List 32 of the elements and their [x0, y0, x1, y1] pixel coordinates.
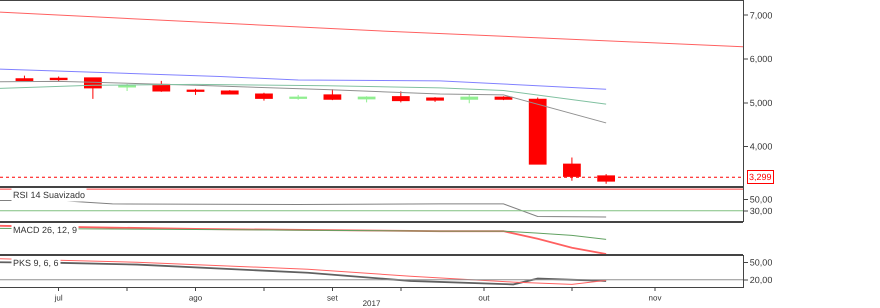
x-tick-label: jul: [54, 294, 63, 303]
chart-title: RSI 14 Suavizado: [13, 190, 86, 200]
x-tick-label: nov: [648, 294, 662, 303]
chart-title: PKS 9, 6, 6: [13, 258, 59, 268]
y-tick-label: 30,00: [750, 206, 772, 216]
line-series: [0, 68, 607, 90]
ref-line-label: 3,299: [749, 172, 772, 182]
y-tick-label: 20,00: [750, 274, 772, 285]
line-series: [0, 80, 607, 124]
candlestick: [255, 92, 273, 102]
candlestick: [460, 94, 478, 104]
y-tick-label: 4,000: [750, 142, 772, 152]
candlestick: [289, 94, 308, 100]
y-tick-label: 50,00: [750, 194, 772, 205]
y-tick-label: 7,000: [750, 10, 772, 20]
y-tick-label: 6,000: [750, 54, 772, 64]
candlestick: [186, 88, 204, 96]
x-axis-title: 2017: [362, 299, 381, 308]
x-tick-label: out: [478, 294, 490, 303]
line-series: [0, 84, 607, 105]
candlestick: [528, 97, 547, 165]
candlestick: [494, 96, 512, 101]
y-tick-label: 5,000: [750, 98, 772, 108]
line-series: [0, 200, 607, 218]
candlestick: [16, 75, 34, 82]
y-tick-label: 50,00: [750, 257, 772, 268]
candlestick: [324, 88, 342, 101]
x-tick-label: set: [327, 294, 339, 303]
chart-title: MACD 26, 12, 9: [13, 225, 78, 235]
x-tick-label: ago: [188, 294, 203, 303]
candlestick: [358, 96, 376, 103]
candlestick: [392, 90, 410, 103]
